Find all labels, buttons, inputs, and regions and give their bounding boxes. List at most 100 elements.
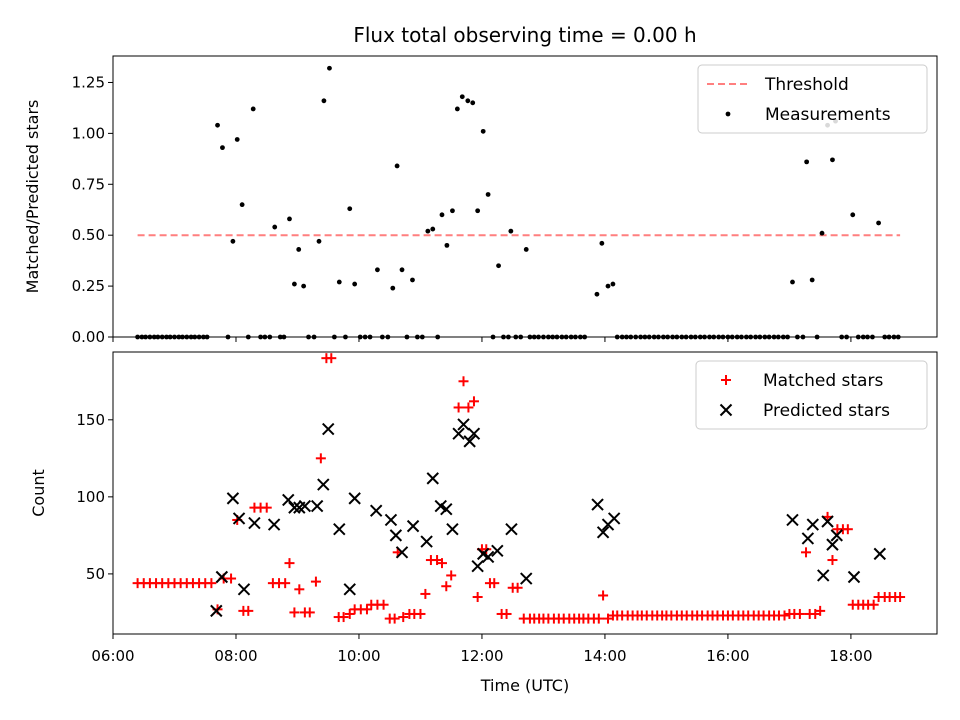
predicted-point bbox=[267, 518, 281, 531]
x-tick-label: 08:00 bbox=[214, 647, 257, 665]
matched-point bbox=[243, 605, 254, 616]
predicted-point bbox=[826, 538, 839, 551]
measurement-point bbox=[850, 212, 856, 218]
matched-point bbox=[326, 353, 337, 364]
measurement-point bbox=[804, 159, 810, 165]
matched-point bbox=[512, 582, 523, 593]
count-y-axis-label: Count bbox=[29, 469, 48, 517]
predicted-point bbox=[310, 499, 324, 513]
measurement-point bbox=[220, 145, 225, 151]
y-tick-label: 1.25 bbox=[72, 73, 105, 91]
matched-point bbox=[420, 588, 431, 599]
legend-threshold-label: Threshold bbox=[764, 75, 849, 95]
measurement-point bbox=[450, 208, 455, 214]
count-x-axis-label: Time (UTC) bbox=[480, 676, 569, 695]
ratio-panel: 0.00 0.25 0.50 0.75 1.00 1.25 Threshold Measur… bbox=[23, 55, 938, 346]
measurement-point bbox=[830, 157, 835, 163]
measurement-point bbox=[475, 208, 481, 214]
predicted-point bbox=[806, 518, 819, 531]
matched-point bbox=[868, 599, 879, 610]
legend-measurements-label: Measurements bbox=[765, 105, 891, 125]
measurement-point bbox=[439, 212, 445, 218]
predicted-point bbox=[317, 478, 330, 491]
y-tick-label: 0.00 bbox=[72, 328, 105, 346]
ratio-marks bbox=[135, 65, 901, 340]
x-tick-label: 18:00 bbox=[829, 647, 872, 665]
matched-point bbox=[398, 612, 409, 623]
predicted-point bbox=[821, 515, 834, 528]
matched-point bbox=[415, 608, 426, 619]
count-axes: 50 100 150 06:00 08:00 10:00 12:00 14:00 16:00 18… bbox=[76, 351, 938, 665]
y-tick-label: 50 bbox=[86, 565, 105, 583]
predicted-point bbox=[232, 512, 246, 525]
predicted-point bbox=[505, 523, 518, 536]
matched-point bbox=[463, 402, 474, 413]
matched-point bbox=[801, 547, 812, 558]
predicted-point bbox=[420, 535, 433, 548]
matched-point bbox=[206, 578, 217, 589]
measurement-point bbox=[876, 220, 881, 226]
y-tick-label: 0.75 bbox=[72, 175, 105, 193]
measurement-point bbox=[399, 267, 405, 273]
matched-point bbox=[453, 402, 464, 413]
measurement-point bbox=[465, 98, 471, 104]
measurement-point bbox=[321, 98, 327, 104]
measurement-point bbox=[375, 267, 380, 273]
x-tick-label: 06:00 bbox=[91, 647, 134, 665]
matched-point bbox=[827, 555, 838, 566]
predicted-point bbox=[282, 493, 295, 507]
predicted-point bbox=[596, 526, 610, 539]
predicted-point bbox=[801, 532, 815, 545]
count-panel: 50 100 150 06:00 08:00 10:00 12:00 14:00 16:00 18… bbox=[29, 351, 938, 695]
predicted-point bbox=[322, 422, 335, 436]
matched-point bbox=[489, 578, 500, 589]
predicted-point bbox=[333, 523, 346, 536]
measurement-point bbox=[480, 128, 486, 134]
count-marks bbox=[132, 353, 906, 624]
axes-frame bbox=[112, 351, 938, 635]
x-tick-label: 12:00 bbox=[460, 647, 503, 665]
predicted-point bbox=[210, 604, 223, 618]
measurement-point bbox=[425, 228, 431, 234]
predicted-point bbox=[481, 550, 495, 564]
predicted-point bbox=[440, 502, 453, 516]
predicted-point bbox=[384, 513, 398, 527]
measurement-point bbox=[410, 277, 415, 283]
predicted-point bbox=[847, 570, 861, 584]
predicted-point bbox=[343, 583, 356, 596]
matched-point bbox=[289, 607, 300, 618]
x-tick-label: 16:00 bbox=[706, 647, 749, 665]
predicted-point bbox=[395, 546, 409, 559]
ratio-y-axis-label: Matched/Predicted stars bbox=[23, 100, 42, 294]
predicted-point bbox=[389, 529, 403, 542]
matched-point bbox=[284, 558, 295, 569]
measurement-point bbox=[605, 283, 611, 289]
predicted-point bbox=[520, 572, 533, 585]
measurement-point bbox=[496, 263, 501, 269]
predicted-point bbox=[248, 516, 261, 530]
predicted-point bbox=[446, 523, 459, 536]
measurement-point bbox=[336, 279, 342, 285]
predicted-point bbox=[817, 569, 830, 582]
legend-predicted-swatch bbox=[719, 403, 733, 417]
measurement-point bbox=[292, 281, 297, 287]
predicted-point bbox=[215, 570, 229, 584]
y-tick-label: 1.00 bbox=[72, 124, 105, 142]
predicted-point bbox=[471, 559, 484, 573]
matched-point bbox=[501, 608, 512, 619]
x-tick-label: 14:00 bbox=[583, 647, 626, 665]
matched-point bbox=[441, 581, 452, 592]
measurement-point bbox=[819, 230, 825, 236]
legend-predicted-label: Predicted stars bbox=[763, 401, 890, 421]
predicted-point bbox=[830, 529, 843, 542]
matched-point bbox=[280, 578, 291, 589]
measurement-point bbox=[215, 122, 220, 128]
measurement-point bbox=[394, 163, 400, 169]
legend-matched-label: Matched stars bbox=[763, 371, 883, 391]
measurement-point bbox=[296, 247, 302, 252]
predicted-point bbox=[467, 427, 481, 440]
matched-point bbox=[338, 612, 349, 623]
measurement-point bbox=[239, 202, 245, 208]
measurement-point bbox=[454, 106, 460, 112]
matched-point bbox=[446, 570, 457, 581]
